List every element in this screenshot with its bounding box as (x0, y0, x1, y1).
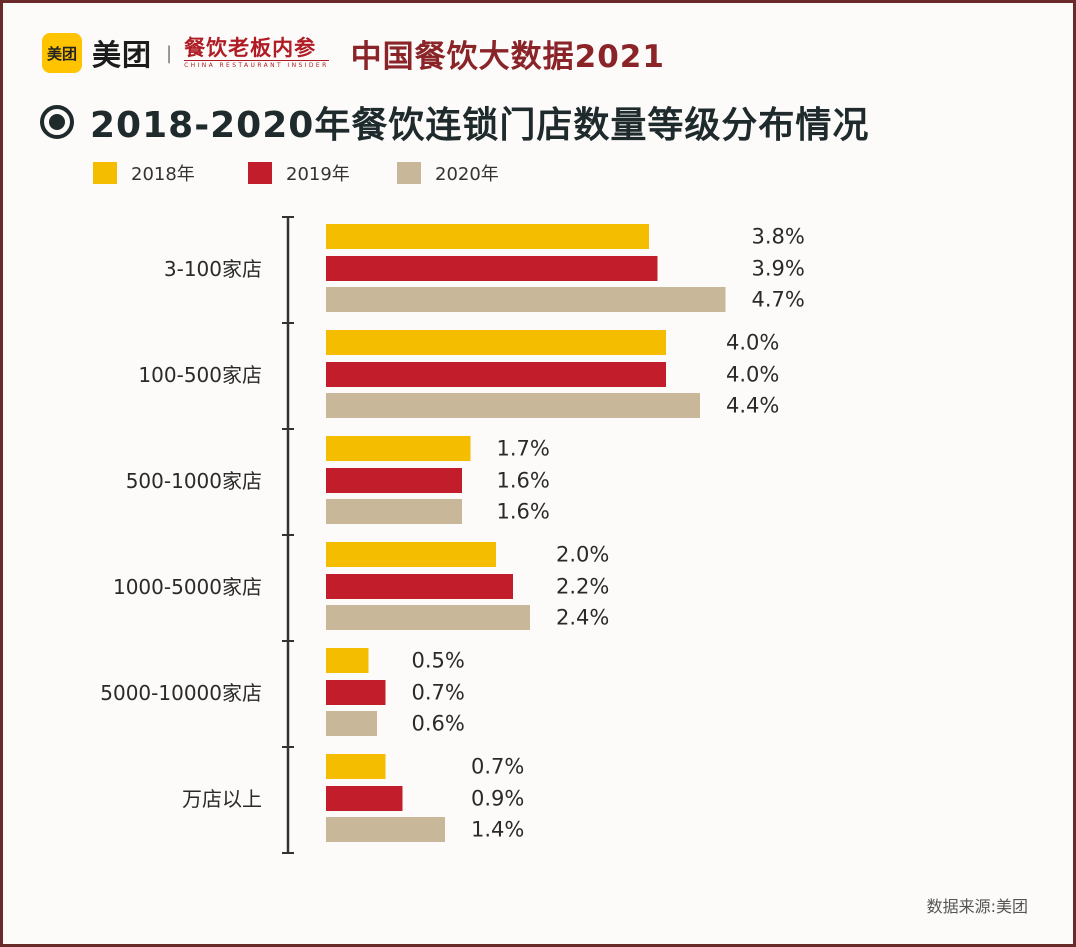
bar-2019-2 (326, 468, 462, 493)
data-label: 4.7% (752, 288, 805, 312)
category-label: 5000-10000家店 (100, 681, 262, 705)
data-label: 2.0% (556, 543, 609, 567)
header: 美团 美团 | 餐饮老板内参 CHINA RESTAURANT INSIDER … (42, 33, 665, 75)
legend-item-2018: 2018年 (93, 160, 195, 186)
data-label: 0.6% (412, 712, 465, 736)
bar-2018-1 (326, 330, 666, 355)
bar-2018-5 (326, 754, 386, 779)
bar-2018-3 (326, 542, 496, 567)
bar-2020-1 (326, 393, 700, 418)
data-label: 1.6% (497, 500, 550, 524)
bar-2018-2 (326, 436, 471, 461)
legend-label-2018: 2018年 (131, 164, 195, 185)
source-note: 数据来源:美团 (926, 897, 1028, 916)
logo-text: 美团 (46, 44, 77, 63)
bar-2019-0 (326, 256, 658, 281)
data-label: 4.4% (726, 394, 779, 418)
partner-name: 餐饮老板内参 (184, 35, 317, 60)
data-label: 1.6% (497, 469, 550, 493)
bar-2019-1 (326, 362, 666, 387)
data-label: 4.0% (726, 331, 779, 355)
legend-swatch-2020 (397, 162, 421, 184)
target-icon (40, 105, 74, 139)
data-label: 0.5% (412, 649, 465, 673)
legend-swatch-2019 (248, 162, 272, 184)
category-label: 万店以上 (182, 787, 262, 811)
legend-label-2019: 2019年 (286, 164, 350, 185)
bar-2019-3 (326, 574, 513, 599)
chart-legend: 2018年 2019年 2020年 (0, 160, 1076, 186)
data-label: 2.4% (556, 606, 609, 630)
data-label: 2.2% (556, 575, 609, 599)
category-label: 1000-5000家店 (113, 575, 262, 599)
bar-2020-5 (326, 817, 445, 842)
legend-item-2020: 2020年 (397, 160, 499, 186)
data-label: 4.0% (726, 363, 779, 387)
partner-logo: 餐饮老板内参 CHINA RESTAURANT INSIDER (184, 36, 329, 70)
bar-2018-4 (326, 648, 369, 673)
bar-2020-0 (326, 287, 726, 312)
bar-2020-2 (326, 499, 462, 524)
page-title: 2018-2020年餐饮连锁门店数量等级分布情况 (90, 105, 870, 146)
data-label: 1.7% (497, 437, 550, 461)
header-separator: | (166, 42, 173, 64)
bar-2019-4 (326, 680, 386, 705)
data-label: 0.7% (471, 755, 524, 779)
data-label: 0.9% (471, 787, 524, 811)
brand-name: 美团 (92, 38, 153, 72)
bar-2019-5 (326, 786, 403, 811)
bar-2018-0 (326, 224, 649, 249)
legend-item-2019: 2019年 (248, 160, 350, 186)
bar-2020-3 (326, 605, 530, 630)
target-dot (49, 114, 65, 130)
category-label: 3-100家店 (164, 257, 262, 281)
category-label: 500-1000家店 (126, 469, 262, 493)
report-title: 中国餐饮大数据2021 (350, 38, 665, 75)
legend-swatch-2018 (93, 162, 117, 184)
data-label: 3.9% (752, 257, 805, 281)
partner-subtitle: CHINA RESTAURANT INSIDER (184, 60, 329, 69)
legend-label-2020: 2020年 (435, 164, 499, 185)
data-label: 1.4% (471, 818, 524, 842)
data-label: 0.7% (412, 681, 465, 705)
data-label: 3.8% (752, 225, 805, 249)
meituan-logo: 美团 (42, 33, 82, 73)
category-label: 100-500家店 (138, 363, 262, 387)
bar-2020-4 (326, 711, 377, 736)
title-row: 2018-2020年餐饮连锁门店数量等级分布情况 (40, 96, 869, 148)
